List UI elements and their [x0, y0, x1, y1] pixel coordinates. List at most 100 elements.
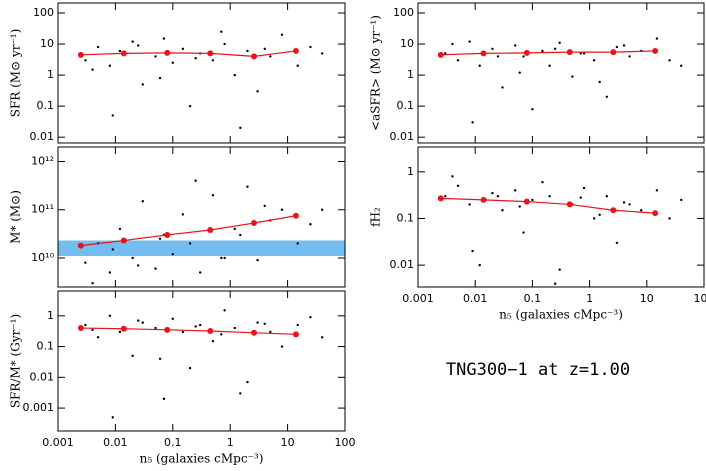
scatter-point	[154, 55, 157, 58]
y-axis-label: M* (M⊙)	[9, 190, 23, 244]
scatter-point	[188, 104, 192, 108]
y-tick-label: 0.1	[397, 99, 415, 112]
median-line	[440, 197, 656, 214]
scatter-point	[91, 328, 94, 332]
scatter-point	[579, 196, 582, 199]
y-tick-label: 0.01	[390, 130, 415, 143]
scatter-point	[456, 184, 460, 188]
y-tick-label: 10	[40, 37, 54, 50]
x-tick-label: 10	[281, 436, 295, 449]
scatter-point	[598, 80, 601, 84]
scatter-point	[296, 242, 299, 245]
y-tick-label: 0.01	[30, 130, 55, 143]
scatter-point	[541, 180, 544, 184]
scatter-point	[640, 209, 643, 212]
scatter-point	[622, 44, 626, 47]
scatter-point	[91, 68, 94, 71]
y-axis-label: <aSFR> (M⊙ yr⁻¹)	[369, 15, 383, 131]
y-tick-label: 0.01	[30, 370, 55, 383]
scatter-point	[194, 325, 197, 328]
median-line	[80, 215, 297, 247]
median-marker	[251, 329, 258, 336]
median-marker	[120, 50, 127, 57]
scatter-point	[171, 252, 174, 256]
scatter-point	[320, 208, 324, 211]
scatter-point	[531, 107, 534, 111]
scatter-point	[239, 233, 242, 237]
scatter-point	[223, 256, 226, 260]
scatter-point	[118, 49, 122, 53]
median-marker	[207, 328, 214, 335]
frame	[57, 2, 346, 144]
scatter-point	[246, 185, 249, 188]
scatter-point	[188, 242, 192, 245]
scatter-point	[269, 55, 272, 58]
scatter-point	[131, 40, 134, 43]
scatter-point	[269, 330, 272, 334]
y-axis-label: fH₂	[369, 207, 383, 227]
scatter-point	[194, 179, 197, 182]
scatter-point	[263, 322, 266, 325]
x-axis-label: n₅ (galaxies cMpc⁻³)	[140, 452, 264, 466]
scatter-point	[162, 397, 166, 401]
scatter-point	[522, 231, 525, 234]
y-tick-label: 0.1	[37, 340, 55, 353]
scatter-point	[158, 76, 162, 80]
scatter-point	[162, 37, 166, 40]
median-marker	[77, 242, 84, 249]
scatter-point	[181, 213, 185, 216]
scatter-point	[233, 227, 236, 231]
scatter-point	[108, 271, 112, 274]
scatter-point	[680, 198, 683, 202]
median-marker	[292, 331, 299, 338]
scatter-point	[158, 237, 162, 240]
y-tick-label: 1	[47, 309, 54, 322]
median-marker	[164, 326, 171, 333]
median-marker	[251, 53, 258, 60]
y-tick-label: 0.01	[390, 258, 415, 271]
y-tick-label: 10¹²	[31, 155, 54, 168]
x-tick-label: 1	[227, 436, 234, 449]
scatter-point	[558, 41, 561, 44]
median-marker	[164, 49, 171, 56]
scatter-point	[501, 86, 504, 89]
y-tick-label: 1	[407, 165, 414, 178]
scatter-point	[592, 217, 596, 220]
scatter-point	[668, 217, 671, 220]
scatter-point	[522, 55, 525, 58]
median-marker	[437, 51, 444, 58]
scatter-point	[96, 45, 100, 49]
scatter-point	[680, 64, 683, 67]
median-marker	[566, 201, 573, 208]
scatter-point	[471, 249, 474, 253]
y-tick-label: 0.1	[397, 211, 415, 224]
y-tick-label: 10	[400, 37, 414, 50]
median-marker	[652, 210, 659, 217]
scatter-point	[296, 64, 299, 67]
scatter-point	[233, 73, 236, 77]
scatter-point	[246, 49, 249, 53]
scatter-point	[181, 47, 185, 51]
scatter-point	[491, 47, 494, 51]
scatter-point	[579, 52, 582, 55]
scatter-point	[541, 49, 544, 53]
scatter-point	[451, 175, 454, 178]
scatter-point	[158, 357, 162, 361]
scatter-point	[131, 354, 134, 358]
median-marker	[292, 212, 299, 219]
frame	[57, 146, 346, 288]
scatter-point	[655, 189, 659, 192]
scatter-point	[91, 281, 94, 285]
scatter-point	[655, 37, 659, 40]
frame	[57, 290, 346, 432]
median-marker	[652, 47, 659, 54]
frame	[417, 2, 705, 144]
x-tick-label: 0.1	[524, 292, 542, 305]
scatter-point	[96, 336, 100, 339]
scatter-point	[582, 186, 586, 190]
scatter-point	[118, 227, 122, 231]
scatter-point	[171, 61, 174, 64]
scatter-point	[605, 95, 609, 98]
scatter-point	[478, 263, 481, 267]
scatter-point	[309, 45, 312, 49]
